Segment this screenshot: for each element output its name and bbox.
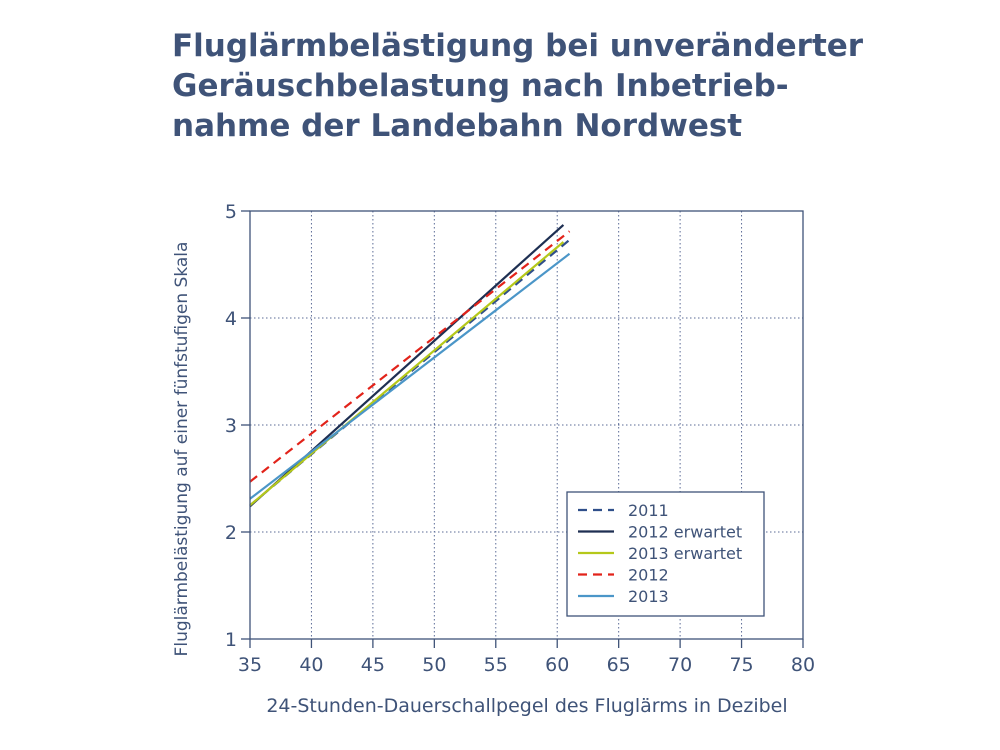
x-tick-label: 70 <box>668 654 692 676</box>
y-tick-labels: 1 2 3 4 5 <box>225 201 237 651</box>
x-axis-label: 24-Stunden-Dauerschallpegel des Fluglärm… <box>266 695 787 717</box>
y-axis-label: Fluglärmbelästigung auf einer fünfstufig… <box>172 242 192 657</box>
series-line <box>249 252 571 500</box>
legend-label: 2013 <box>628 587 669 606</box>
x-tick-label: 80 <box>791 654 815 676</box>
chart-title: Fluglärmbelästigung bei unveränderter Ge… <box>172 26 912 146</box>
series-line <box>249 241 565 507</box>
x-tick-label: 35 <box>238 654 262 676</box>
legend-label: 2012 erwartet <box>628 523 742 542</box>
y-tick-label: 5 <box>225 201 237 223</box>
x-tick-label: 55 <box>484 654 508 676</box>
legend-label: 2011 <box>628 501 669 520</box>
series-line <box>249 230 571 483</box>
legend-label: 2012 <box>628 566 669 585</box>
legend: 2011 2012 erwartet 2013 erwartet 2012 2013 <box>566 491 765 617</box>
y-tick-label: 2 <box>225 522 237 544</box>
x-tick-label: 40 <box>299 654 323 676</box>
series-layer <box>249 224 571 508</box>
y-tick-label: 3 <box>225 415 237 437</box>
x-tick-label: 50 <box>422 654 446 676</box>
y-tick-label: 4 <box>225 308 237 330</box>
series-line <box>249 239 571 507</box>
title-line: nahme der Landebahn Nordwest <box>172 108 743 144</box>
title-line: Geräuschbelastung nach Inbetrieb- <box>172 68 789 104</box>
x-tick-label: 45 <box>361 654 385 676</box>
title-line: Fluglärmbelästigung bei unveränderter <box>172 28 864 64</box>
x-tick-labels: 35 40 45 50 55 60 65 70 75 80 <box>238 654 815 676</box>
legend-label: 2013 erwartet <box>628 544 742 563</box>
y-tick-label: 1 <box>225 629 237 651</box>
tick-marks <box>241 210 804 648</box>
x-tick-label: 65 <box>607 654 631 676</box>
x-tick-label: 60 <box>545 654 569 676</box>
x-tick-label: 75 <box>729 654 753 676</box>
